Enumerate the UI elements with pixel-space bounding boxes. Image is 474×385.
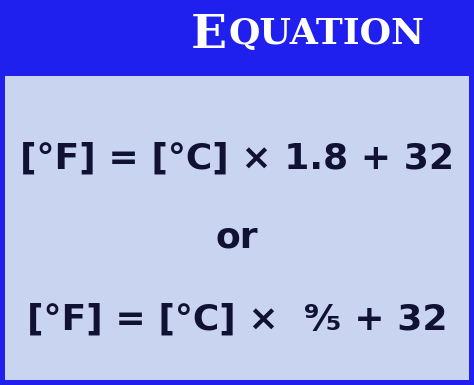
Bar — [5, 76, 469, 380]
Text: QUATION: QUATION — [229, 17, 425, 52]
Bar — [0, 0, 474, 71]
Text: [°F] = [°C] ×  ⁹⁄₅ + 32: [°F] = [°C] × ⁹⁄₅ + 32 — [27, 302, 447, 336]
Text: or: or — [216, 220, 258, 254]
Text: [°F] = [°C] × 1.8 + 32: [°F] = [°C] × 1.8 + 32 — [20, 141, 454, 175]
Text: E: E — [191, 12, 227, 57]
